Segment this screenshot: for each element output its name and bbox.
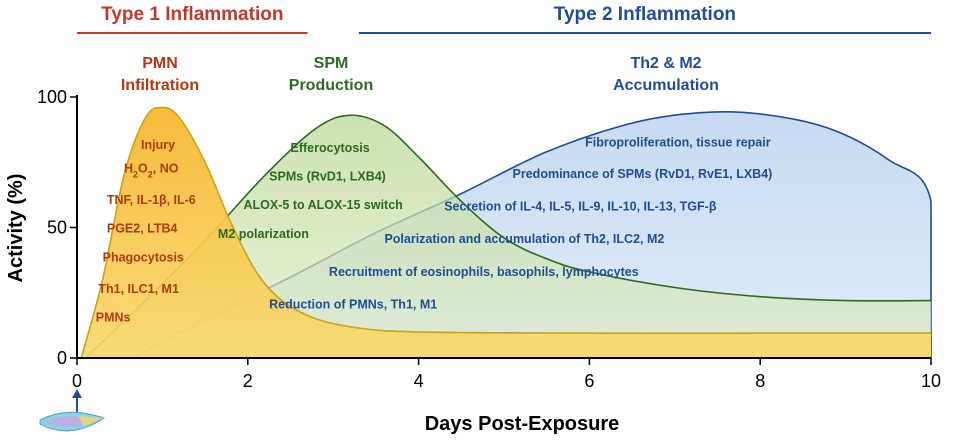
annotation-spm: M2 polarization bbox=[218, 227, 309, 241]
x-axis-label: Days Post-Exposure bbox=[425, 413, 620, 435]
annotation-th2: Predominance of SPMs (RvD1, RvE1, LXB4) bbox=[513, 167, 773, 181]
x-tick-label: 10 bbox=[921, 371, 941, 391]
y-tick-label: 100 bbox=[37, 87, 67, 107]
x-tick-label: 8 bbox=[755, 371, 765, 391]
annotation-th2: Polarization and accumulation of Th2, IL… bbox=[384, 232, 664, 246]
annotation-pmn: Phagocytosis bbox=[103, 250, 184, 264]
annotation-pmn: TNF, IL-1β, IL-6 bbox=[107, 193, 196, 207]
phase-headers: Type 1 Inflammation Type 2 Inflammation bbox=[77, 4, 931, 34]
annotation-pmn: PMNs bbox=[96, 310, 131, 324]
annotation-pmn: PGE2, LTB4 bbox=[107, 222, 178, 236]
nanomaterial-icon bbox=[39, 411, 106, 432]
annotation-th2: Secretion of IL-4, IL-5, IL-9, IL-10, IL… bbox=[444, 200, 717, 214]
area-pmn bbox=[81, 107, 932, 358]
annotation-th2: Recruitment of eosinophils, basophils, l… bbox=[329, 265, 639, 279]
annotation-pmn: H2O2, NO bbox=[124, 162, 179, 180]
annotations: PMN Infiltration Injury H2O2, NO TNF, IL-1β,… bbox=[96, 55, 773, 324]
y-tick-label: 0 bbox=[57, 348, 67, 368]
annotation-spm: SPMs (RvD1, LXB4) bbox=[269, 170, 386, 184]
series-heading-pmn: Infiltration bbox=[121, 77, 199, 94]
area-spm bbox=[85, 115, 931, 358]
y-tick-label: 50 bbox=[47, 218, 67, 238]
x-tick-label: 4 bbox=[414, 371, 424, 391]
x-tick-label: 2 bbox=[243, 371, 253, 391]
phase-label-2: Type 2 Inflammation bbox=[554, 4, 736, 25]
x-tick-label: 0 bbox=[72, 371, 82, 391]
line-pmn bbox=[80, 106, 931, 359]
exposure-arrow-icon bbox=[72, 389, 82, 412]
annotation-pmn: Injury bbox=[141, 138, 175, 152]
phase-label-1: Type 1 Inflammation bbox=[101, 4, 283, 25]
series-heading-th2: Th2 & M2 bbox=[630, 55, 701, 72]
x-tick-label: 6 bbox=[584, 371, 594, 391]
annotation-spm: ALOX-5 to ALOX-15 switch bbox=[244, 198, 403, 212]
annotation-th2: Reduction of PMNs, Th1, M1 bbox=[269, 297, 437, 311]
annotation-pmn: Th1, ILC1, M1 bbox=[98, 282, 179, 296]
series-heading-th2: Accumulation bbox=[613, 77, 719, 94]
series-heading-spm: SPM bbox=[314, 55, 349, 72]
series-areas bbox=[80, 106, 932, 359]
series-heading-pmn: PMN bbox=[142, 55, 178, 72]
y-axis-label: Activity (%) bbox=[5, 174, 27, 283]
series-heading-spm: Production bbox=[289, 77, 373, 94]
annotation-spm: Efferocytosis bbox=[291, 141, 370, 155]
annotation-th2: Fibroproliferation, tissue repair bbox=[585, 136, 771, 150]
